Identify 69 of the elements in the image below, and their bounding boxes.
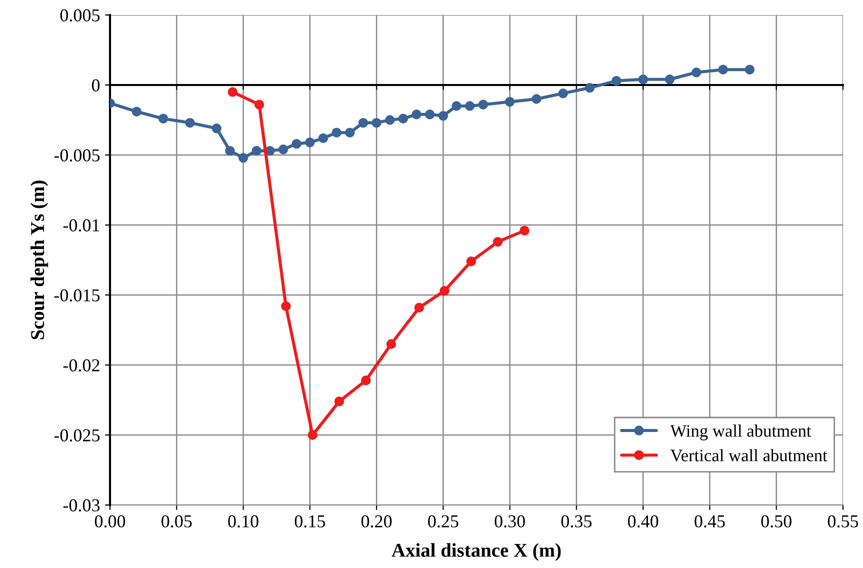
- legend-label: Wing wall abutment: [670, 424, 812, 440]
- y-tick-label: 0.005: [60, 9, 100, 22]
- x-tick-label: 0.30: [494, 515, 525, 528]
- point: [520, 226, 530, 236]
- point: [424, 110, 435, 120]
- x-axis-title: Axial distance X (m): [392, 543, 561, 561]
- point: [385, 115, 395, 125]
- y-tick-label: -0.005: [54, 149, 100, 162]
- point: [386, 339, 396, 349]
- y-tick-label: -0.02: [63, 359, 100, 372]
- point: [185, 118, 195, 128]
- point: [398, 114, 408, 124]
- point: [466, 256, 476, 266]
- point: [361, 376, 371, 386]
- y-tick-label: -0.025: [54, 429, 100, 442]
- point: [345, 128, 355, 138]
- y-tick-label: 0: [92, 79, 100, 92]
- point: [254, 100, 264, 110]
- point: [692, 68, 702, 78]
- point: [308, 430, 318, 440]
- point: [305, 138, 315, 148]
- point: [252, 146, 262, 156]
- x-tick-label: 0.20: [361, 515, 392, 528]
- point: [744, 64, 755, 74]
- point: [718, 64, 728, 74]
- point: [212, 124, 222, 134]
- x-tick-label: 0.50: [761, 515, 792, 528]
- point: [612, 76, 622, 86]
- point: [438, 110, 448, 121]
- point: [318, 133, 328, 144]
- y-axis-title: Scour depth Ys (m): [30, 180, 48, 340]
- point: [638, 74, 648, 84]
- point: [452, 101, 462, 111]
- point: [332, 128, 342, 138]
- point: [504, 96, 515, 107]
- point: [478, 100, 488, 110]
- x-tick-label: 0.10: [228, 515, 258, 528]
- y-tick-label: -0.03: [63, 499, 100, 512]
- point: [225, 146, 235, 156]
- x-tick-label: 0.15: [294, 515, 325, 528]
- point: [412, 110, 422, 120]
- point: [558, 88, 568, 98]
- point: [358, 118, 368, 128]
- point: [238, 152, 248, 163]
- point: [464, 101, 475, 111]
- point: [492, 236, 503, 247]
- point: [158, 114, 168, 124]
- x-tick-label: 0.35: [561, 515, 592, 528]
- x-tick-label: 0.55: [828, 515, 858, 528]
- point: [414, 302, 424, 312]
- x-tick-label: 0.25: [428, 515, 458, 528]
- x-tick-label: 0.00: [94, 515, 126, 528]
- y-tick-label: -0.01: [63, 219, 100, 232]
- point: [278, 144, 288, 154]
- y-tick-label: -0.015: [54, 289, 100, 302]
- x-tick-label: 0.45: [694, 515, 725, 528]
- legend-label: Vertical wall abutment: [670, 449, 828, 462]
- point: [334, 396, 344, 406]
- point: [281, 301, 291, 312]
- x-tick-label: 0.40: [628, 515, 658, 528]
- point: [584, 82, 595, 93]
- point: [372, 118, 382, 128]
- point: [292, 138, 302, 149]
- point: [664, 74, 675, 84]
- point: [132, 106, 142, 116]
- point: [440, 286, 450, 296]
- point: [228, 87, 238, 97]
- x-tick-label: 0.05: [162, 515, 192, 528]
- point: [532, 94, 542, 104]
